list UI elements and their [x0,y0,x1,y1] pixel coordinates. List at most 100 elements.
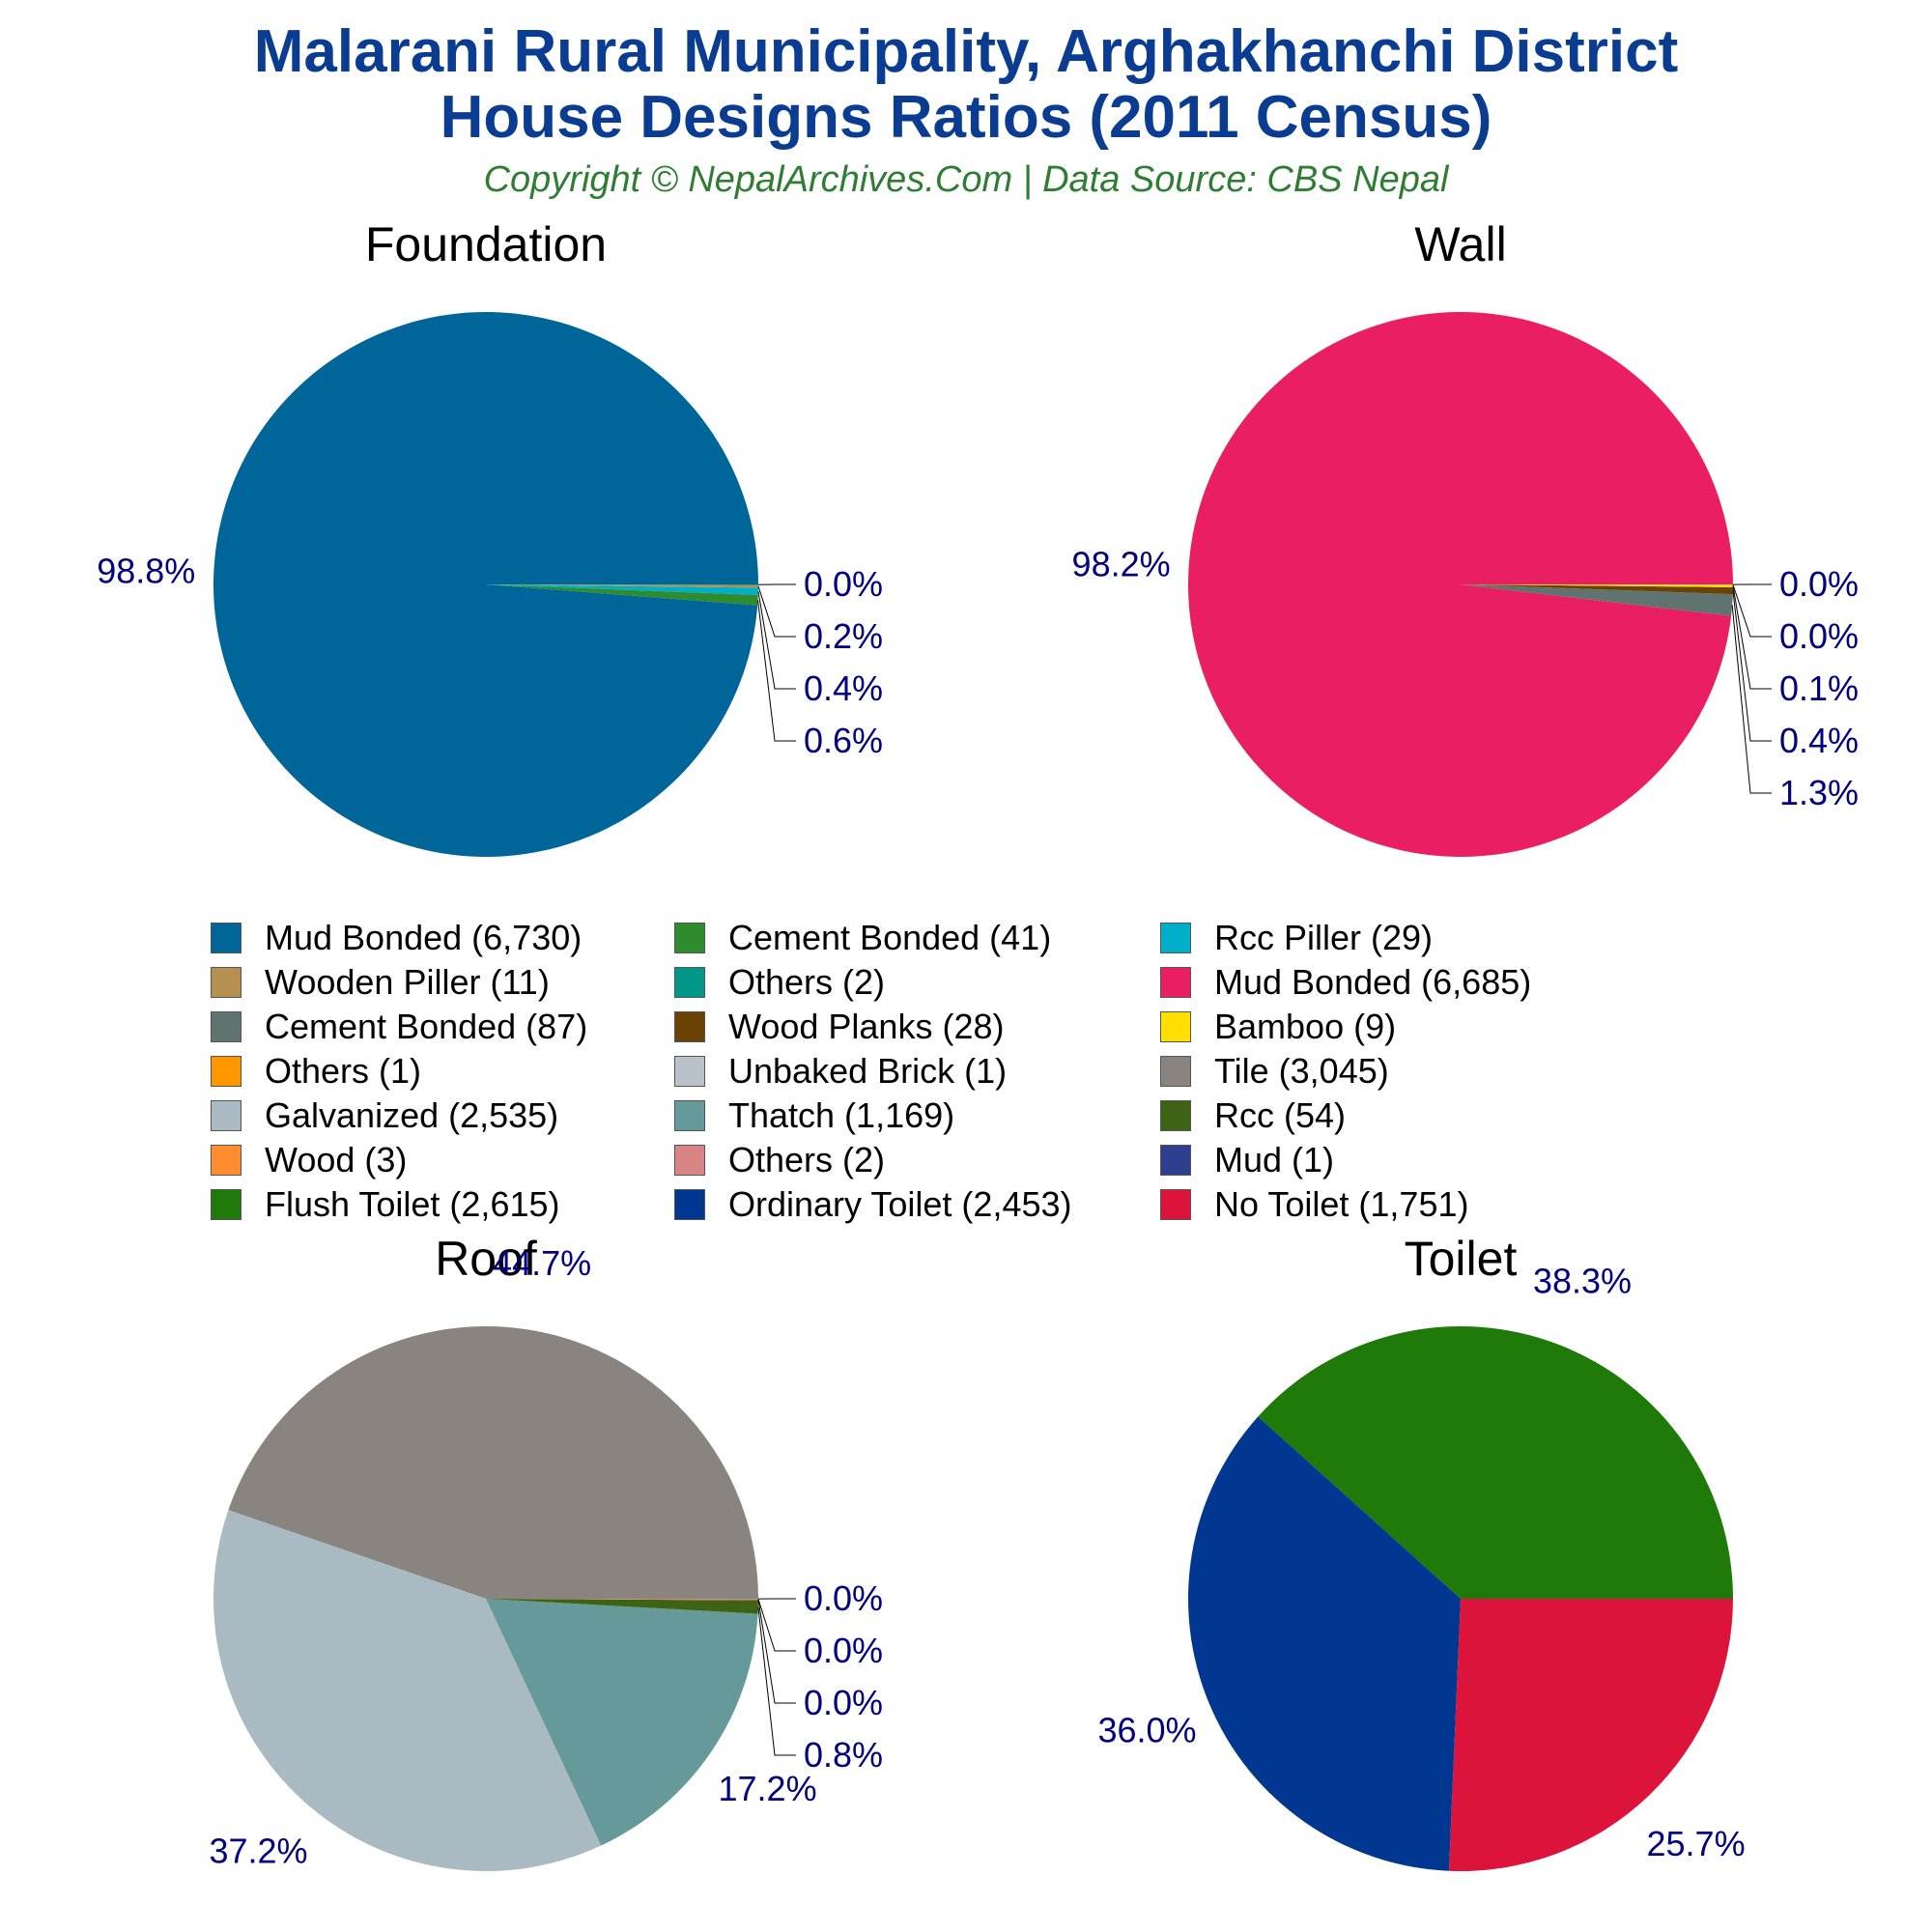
wall-leader-line-others [1732,584,1772,638]
wall-leader-line-cement-bonded [1731,605,1772,794]
legend-swatch [1160,1189,1191,1220]
legend-swatch [674,1189,705,1220]
legend-item: Unbaked Brick (1) [674,1049,1007,1094]
legend-item: Wood Planks (28) [674,1005,1004,1049]
legend-label: Cement Bonded (87) [265,1007,588,1046]
legend-swatch [1160,1056,1191,1087]
legend-item: Thatch (1,169) [674,1094,954,1138]
foundation-pct-label-others: 0.0% [804,564,883,604]
wall-slice-cement-bonded [1461,584,1733,616]
foundation-slice-rcc-piller [486,584,758,595]
legend-label: Wood (3) [265,1140,408,1179]
roof-slice-tile [228,1326,758,1599]
legend-label: Mud Bonded (6,685) [1214,962,1532,1002]
toilet-pct-label-no-toilet: 25.7% [1647,1824,1746,1863]
legend-label: Bamboo (9) [1214,1007,1397,1046]
legend-item: Flush Toilet (2,615) [211,1182,560,1227]
roof-title: Roof [435,1232,537,1286]
legend-swatch [211,967,242,998]
wall-pct-label-others: 0.0% [1779,616,1859,656]
toilet-slice-ordinary-toilet [1188,1416,1461,1871]
wall-title: Wall [1414,217,1506,271]
roof-leader-line-rcc [757,1606,796,1756]
foundation-title: Foundation [365,217,607,271]
legend-label: Ordinary Toilet (2,453) [728,1184,1072,1224]
legend-item: Cement Bonded (87) [211,1005,587,1049]
legend-item: Others (2) [674,1138,885,1182]
roof-pct-label-rcc: 0.8% [804,1735,883,1775]
roof-pct-label-mud: 0.0% [804,1578,883,1618]
wall-pct-label-cement-bonded: 1.3% [1779,773,1859,812]
legend-label: Others (2) [728,962,886,1002]
legend-label: Flush Toilet (2,615) [265,1184,560,1224]
roof-slice-others [486,1599,758,1600]
legend-label: Mud Bonded (6,730) [265,918,582,957]
wall-slice-others [1461,584,1733,585]
legend-item: Others (1) [211,1049,421,1094]
wall-pct-label-wood-planks: 0.4% [1779,721,1859,760]
legend-item: Cement Bonded (41) [674,916,1051,960]
toilet-slice-flush-toilet [1258,1326,1733,1599]
wall-pct-label-bamboo: 0.1% [1779,668,1859,708]
roof-slice-galvanized [213,1510,602,1872]
legend-swatch [211,1145,242,1176]
roof-pct-label-galvanized: 37.2% [209,1832,307,1871]
legend-swatch [674,967,705,998]
legend-label: Thatch (1,169) [728,1095,955,1135]
roof-slice-wood [486,1599,758,1601]
legend-swatch [1160,1011,1191,1042]
legend-item: Mud Bonded (6,685) [1160,960,1531,1005]
wall-leader-line-bamboo [1732,585,1772,690]
legend-swatch [1160,1100,1191,1131]
toilet-pct-label-flush-toilet: 38.3% [1533,1261,1632,1300]
legend-swatch [674,1100,705,1131]
roof-pct-label-thatch: 17.2% [719,1769,817,1808]
foundation-slice-wooden-piller [486,584,758,588]
copyright-subtitle: Copyright © NepalArchives.Com | Data Sou… [483,159,1449,200]
legend-item: No Toilet (1,751) [1160,1182,1468,1227]
roof-pct-label-tile: 44.7% [493,1243,591,1283]
foundation-leader-line-rcc-piller [757,591,796,690]
foundation-leader-line-cement-bonded [757,600,796,742]
legend-item: Galvanized (2,535) [211,1094,558,1138]
legend-item: Rcc (54) [1160,1094,1346,1138]
legend-swatch [211,923,242,953]
legend-item: Bamboo (9) [1160,1005,1396,1049]
legend-item: Ordinary Toilet (2,453) [674,1182,1072,1227]
toilet-slice-no-toilet [1448,1599,1733,1871]
legend-swatch [211,1011,242,1042]
legend-swatch [1160,1145,1191,1176]
wall-leader-line-wood-planks [1732,590,1772,742]
foundation-slice-others [486,584,758,585]
roof-slice-rcc [486,1599,758,1614]
legend-swatch [211,1100,242,1131]
legend-label: Wooden Piller (11) [265,962,550,1002]
legend-label: Cement Bonded (41) [728,918,1052,957]
legend-swatch [1160,967,1191,998]
legend-swatch [674,1145,705,1176]
foundation-slice-mud-bonded [213,311,758,857]
legend-item: Tile (3,045) [1160,1049,1389,1094]
roof-pct-label-others: 0.0% [804,1631,883,1670]
legend-label: Rcc (54) [1214,1095,1347,1135]
legend-label: Wood Planks (28) [728,1007,1005,1046]
legend-label: Tile (3,045) [1214,1051,1389,1091]
foundation-pct-label-rcc-piller: 0.4% [804,668,883,708]
toilet-title: Toilet [1405,1232,1518,1286]
roof-leader-line-wood [757,1600,796,1704]
legend-label: Galvanized (2,535) [265,1095,559,1135]
legend-item: Others (2) [674,960,885,1005]
wall-slice-wood-planks [1461,584,1733,595]
foundation-pct-label-wooden-piller: 0.2% [804,616,883,656]
legend-item: Mud Bonded (6,730) [211,916,582,960]
legend-swatch [1160,923,1191,953]
wall-pct-label-mud-bonded: 98.2% [1072,545,1171,584]
toilet-pct-label-ordinary-toilet: 36.0% [1097,1710,1196,1749]
legend-item: Mud (1) [1160,1138,1334,1182]
legend-item: Wood (3) [211,1138,407,1182]
wall-slice-bamboo [1461,584,1733,587]
chart-title-line-2: House Designs Ratios (2011 Census) [440,84,1492,151]
legend-label: Others (1) [265,1051,422,1091]
roof-slice-thatch [486,1599,758,1846]
